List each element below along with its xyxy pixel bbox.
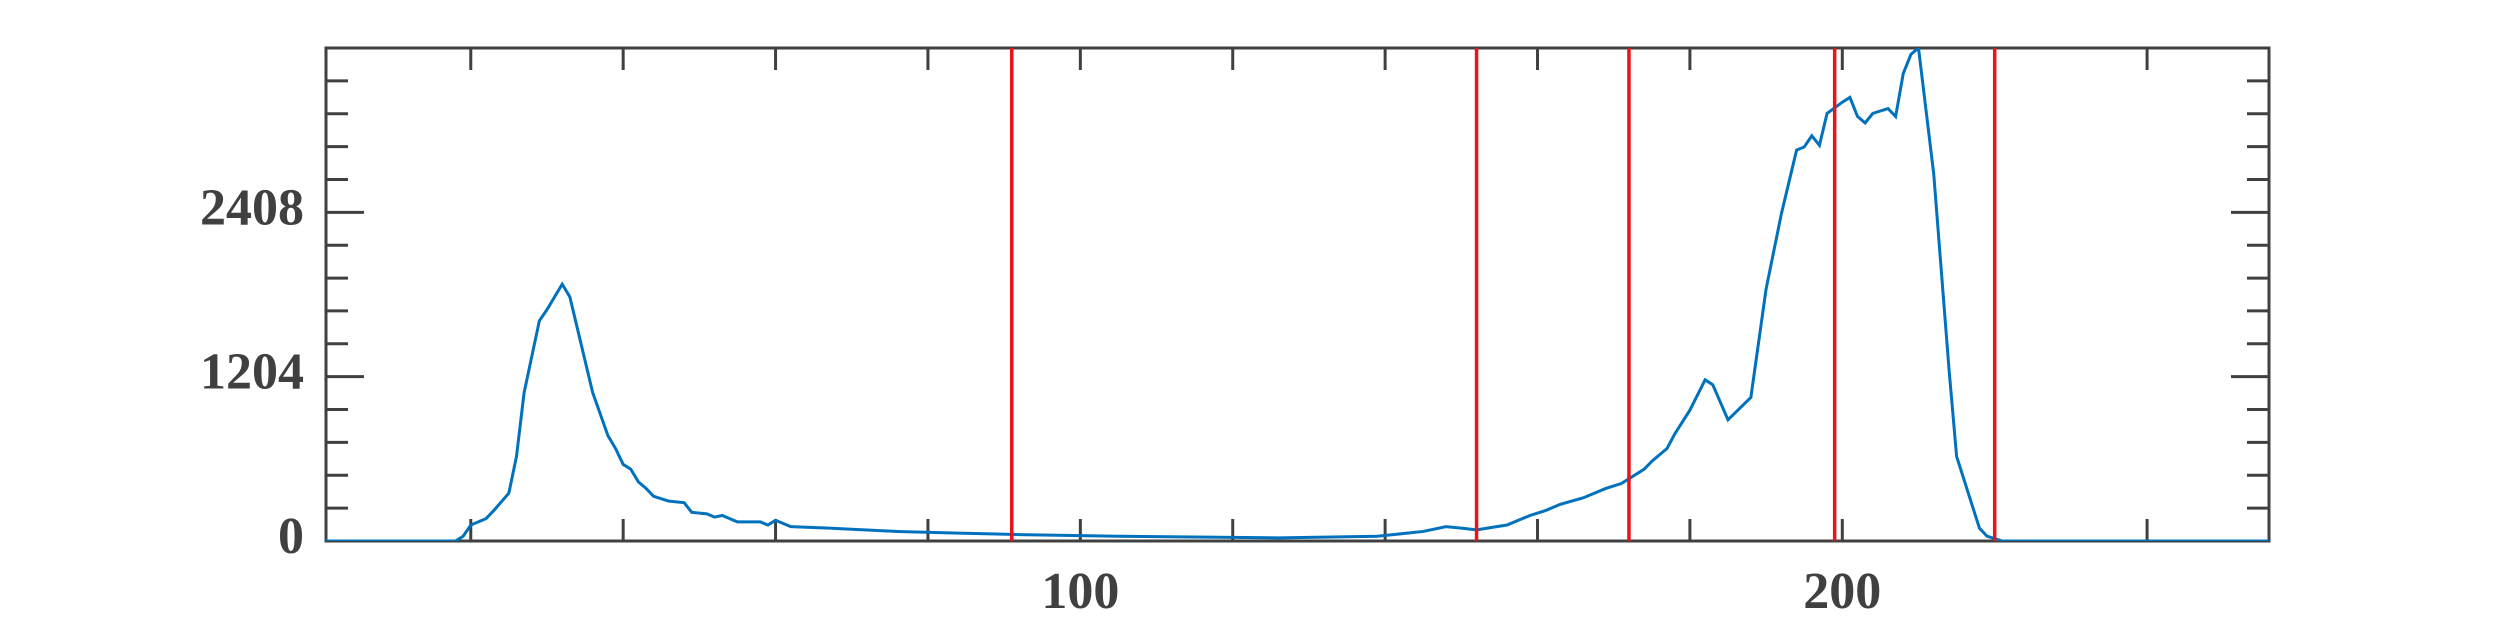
y-tick-label: 1204 bbox=[200, 344, 304, 401]
y-tick-label: 2408 bbox=[200, 179, 304, 236]
x-tick-label: 100 bbox=[1041, 563, 1119, 620]
plot-frame bbox=[324, 46, 2271, 543]
y-tick-label: 0 bbox=[278, 508, 304, 565]
data-line bbox=[326, 48, 2269, 541]
x-tick-label: 200 bbox=[1803, 563, 1881, 620]
